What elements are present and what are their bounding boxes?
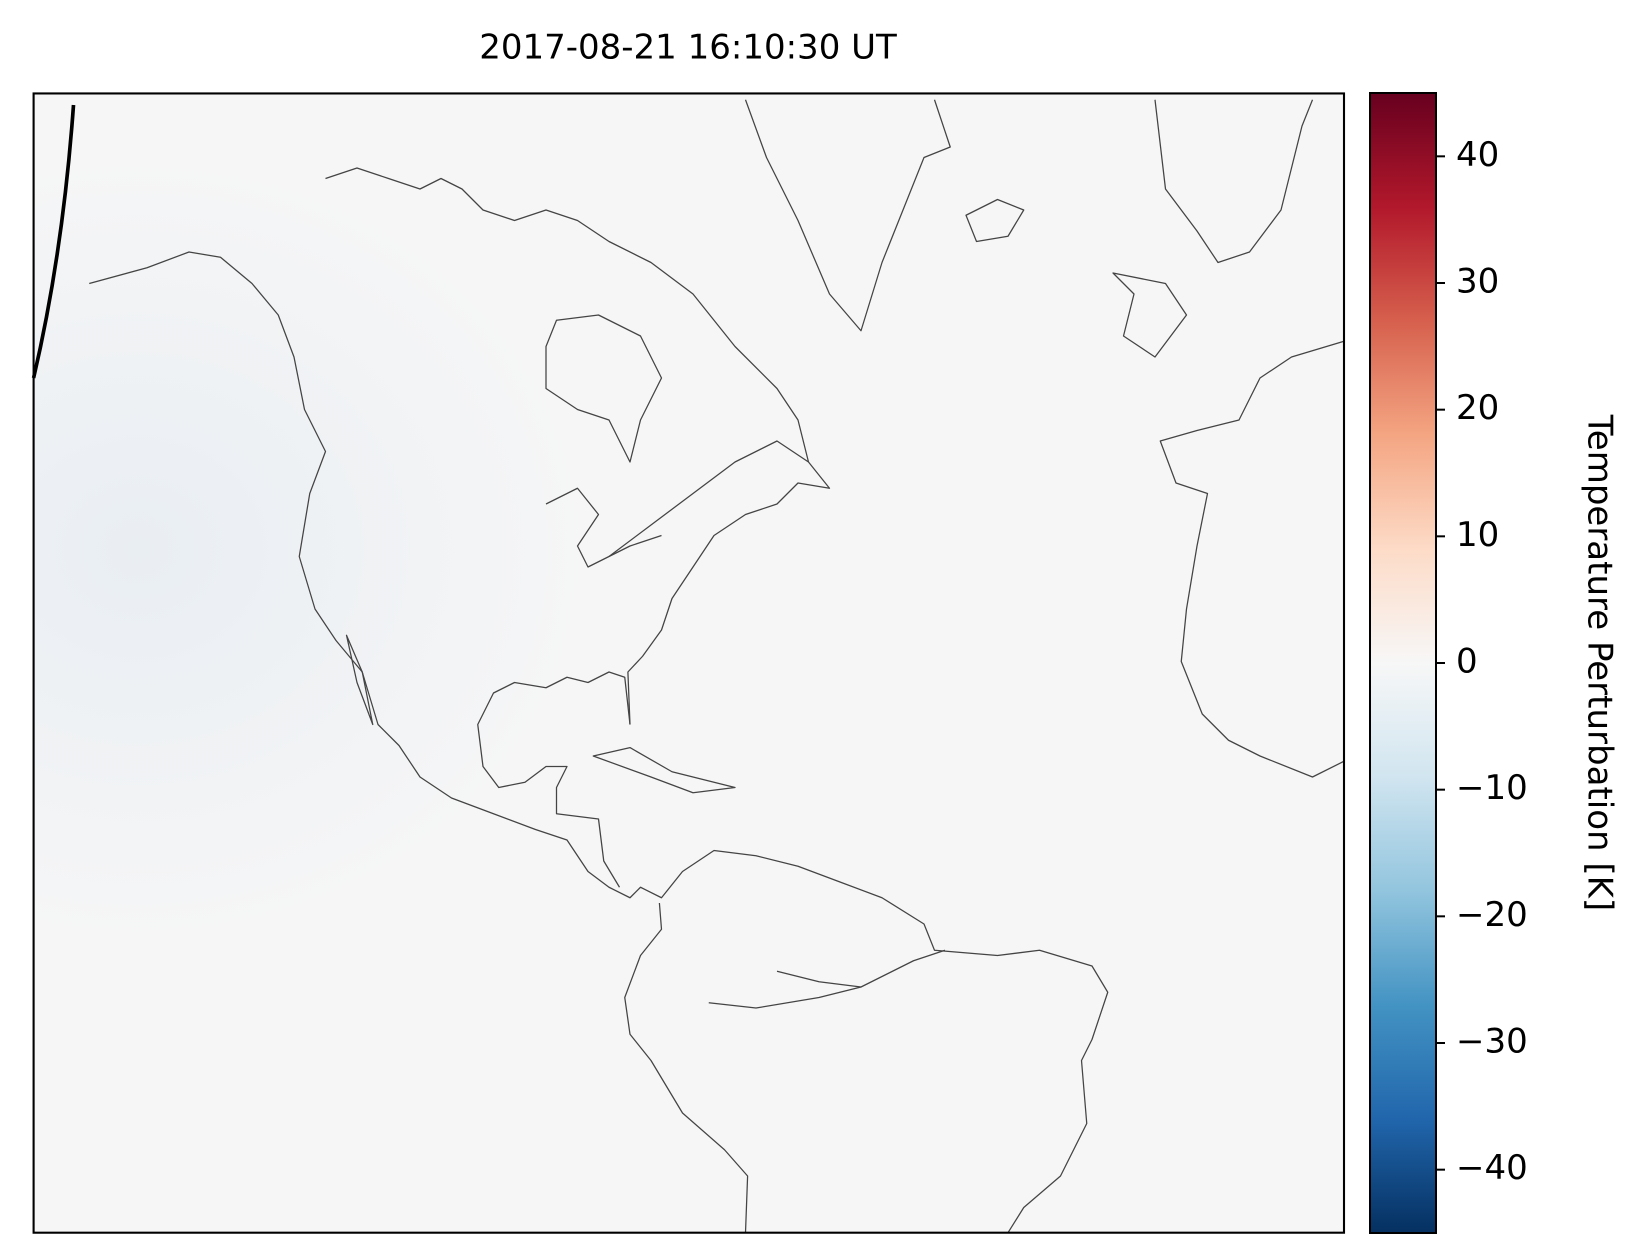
colorbar-tick-label: 30 [1456,262,1499,302]
colorbar-tick-label: −10 [1456,768,1528,808]
colorbar-tick-label: −30 [1456,1022,1528,1062]
colorbar [1369,92,1437,1234]
map-title: 2017-08-21 16:10:30 UT [479,28,897,68]
map-background [33,93,1345,1233]
colorbar-tick-label: 40 [1456,135,1499,175]
coastlines [89,99,1345,1234]
colorbar-label: Temperature Perturbation [K] [1580,414,1620,911]
colorbar-tick-label: 0 [1456,642,1478,682]
colorbar-tick-label: 10 [1456,515,1499,555]
eclipse-path [31,104,76,379]
colorbar-tick-label: −20 [1456,895,1528,935]
map-frame [32,92,1346,1234]
map [31,92,1346,1234]
colorbar-tick-label: 20 [1456,388,1499,428]
colorbar-tick-label: −40 [1456,1148,1528,1188]
